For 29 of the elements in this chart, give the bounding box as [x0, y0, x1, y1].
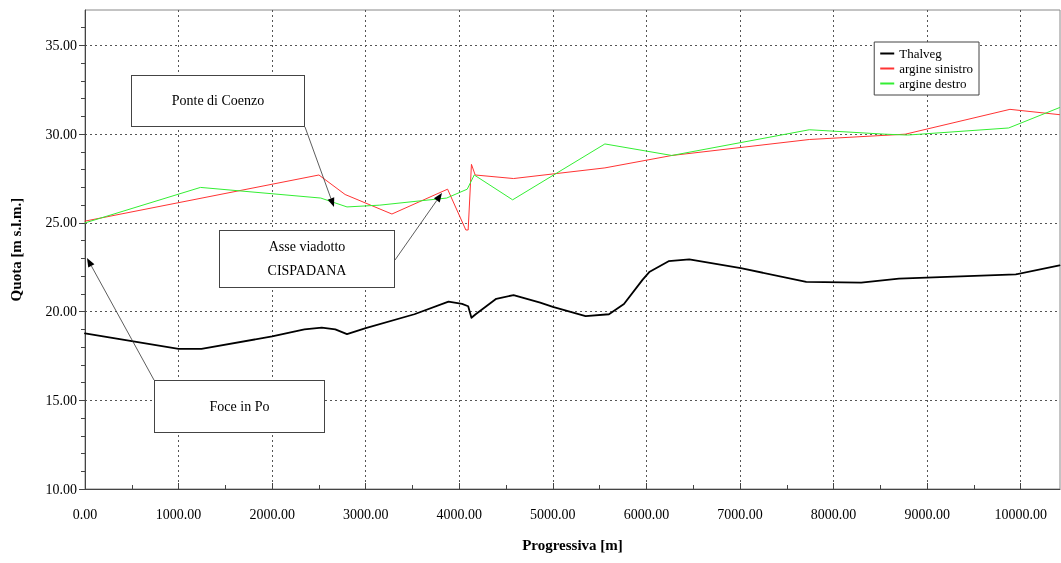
x-tick-label: 2000.00 [249, 506, 295, 522]
callout-box: Ponte di Coenzo [131, 75, 305, 127]
x-tick-label: 3000.00 [342, 506, 389, 522]
x-tick-label: 7000.00 [717, 506, 763, 522]
y-tick-label: 30.00 [45, 126, 77, 142]
callout-box: Asse viadotto CISPADANA [219, 230, 395, 288]
y-tick-label: 25.00 [45, 215, 77, 231]
x-tick-label: 9000.00 [904, 506, 950, 522]
x-tick-label: 6000.00 [623, 506, 670, 522]
y-tick-label: 35.00 [45, 37, 77, 53]
x-tick-label: 4000.00 [436, 506, 483, 522]
line-series [84, 258, 1061, 350]
legend-label: Thalveg [899, 46, 943, 61]
legend-label: argine destro [899, 76, 967, 91]
x-tick-label: 0.00 [72, 506, 98, 522]
annotation: Foce in Po [209, 397, 270, 416]
x-axis-title: Progressiva [m] [522, 536, 623, 553]
annotation: Ponte di Coenzo [171, 92, 265, 110]
x-tick-label: 1000.00 [155, 506, 202, 522]
annotation: Asse viadotto CISPADANA [267, 238, 347, 280]
y-tick-label: 15.00 [45, 392, 77, 408]
callout-box: Foce in Po [154, 380, 325, 433]
y-tick-label: 10.00 [45, 481, 77, 497]
legend-label: argine sinistro [899, 61, 973, 76]
y-axis-title: Quota [m s.l.m.] [7, 197, 24, 302]
x-tick-label: 8000.00 [810, 506, 857, 522]
y-tick-label: 20.00 [45, 304, 77, 320]
x-tick-label: 5000.00 [530, 506, 576, 522]
x-tick-label: 10000.00 [994, 506, 1047, 522]
